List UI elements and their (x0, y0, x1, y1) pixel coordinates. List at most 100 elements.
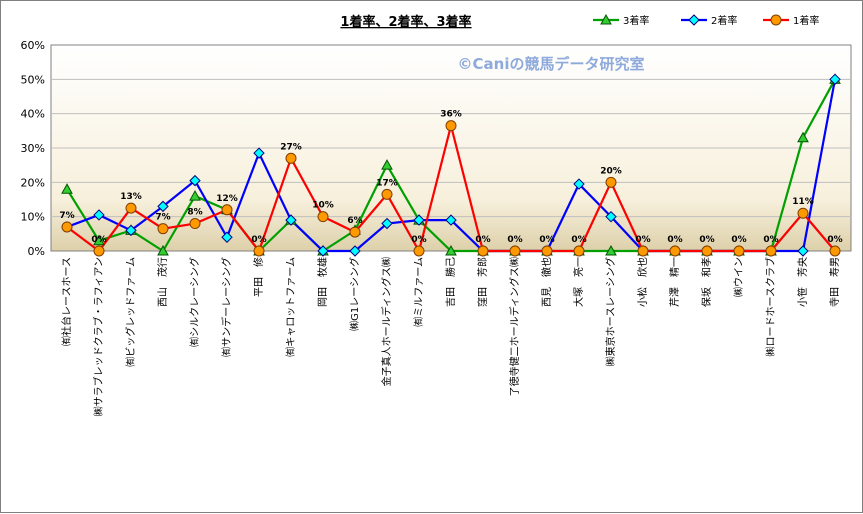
y-tick-label: 30% (21, 142, 45, 155)
data-point (797, 131, 809, 143)
category-label: ㈲ビッグレッドファーム (124, 257, 137, 367)
data-label: 7% (155, 213, 170, 223)
data-point (445, 214, 457, 226)
data-label: 0% (475, 235, 490, 245)
data-label: 0% (763, 235, 778, 245)
data-label: 0% (827, 235, 842, 245)
category-label: ㈱東京ホースレーシング (604, 257, 617, 366)
data-point (93, 234, 105, 246)
category-label: ㈲キャロットファーム (285, 257, 297, 357)
data-point (605, 210, 617, 223)
data-point (573, 178, 585, 190)
data-label: 0% (667, 235, 682, 245)
category-label: 岡田 牧雄 (316, 257, 329, 307)
data-point (349, 226, 361, 238)
category-label: ㈱G1レーシング (348, 257, 361, 331)
chart-title: 1着率、2着率、3着率 (340, 14, 471, 30)
category-label: 吉田 勝己 (444, 257, 457, 307)
data-point (605, 176, 617, 188)
data-point (413, 245, 425, 257)
data-label: 27% (280, 142, 302, 152)
category-label: ㈱ロードホースクラブ (764, 257, 777, 357)
data-label: 17% (376, 178, 398, 188)
data-label: 13% (120, 192, 142, 202)
y-tick-label: 40% (21, 108, 45, 121)
data-point (221, 204, 233, 216)
data-label: 0% (91, 235, 106, 245)
data-point (829, 245, 841, 257)
data-point (445, 244, 457, 256)
data-point (637, 245, 649, 257)
data-point (477, 245, 489, 257)
data-point (253, 147, 265, 159)
category-label: ㈱ウイン (733, 257, 745, 297)
data-label: 0% (411, 235, 426, 245)
data-point (733, 245, 745, 257)
data-point (605, 244, 617, 256)
data-point (93, 245, 105, 257)
data-point (157, 200, 169, 213)
data-point (349, 245, 361, 257)
legend-marker (688, 14, 700, 26)
data-point (797, 245, 809, 257)
legend-marker (770, 14, 782, 26)
category-label: 金子真人ホールディングス㈱ (380, 257, 393, 386)
data-label: 7% (59, 211, 74, 221)
category-label: 大塚 亮一 (572, 257, 585, 307)
data-point (61, 183, 73, 194)
data-point (381, 217, 393, 230)
data-point (285, 152, 297, 164)
data-label: 8% (187, 208, 202, 218)
data-point (541, 245, 553, 257)
data-point (125, 224, 137, 237)
y-tick-label: 50% (21, 73, 45, 86)
data-point (189, 190, 201, 201)
data-point (797, 207, 809, 219)
legend-label: 3着率 (623, 14, 649, 27)
data-label: 0% (635, 235, 650, 245)
data-point (573, 245, 585, 257)
category-label: 了徳寺健二ホールディングス㈱ (508, 257, 521, 396)
category-label: 小松 欣也 (636, 257, 649, 307)
data-label: 0% (571, 235, 586, 245)
category-label: ㈲ミルファーム (413, 257, 425, 327)
data-point (509, 245, 521, 257)
category-label: 小笹 芳央 (796, 257, 809, 307)
data-label: 0% (507, 235, 522, 245)
data-point (413, 214, 425, 226)
data-point (189, 218, 201, 230)
data-point (157, 223, 169, 235)
category-label: 芹澤 精一 (668, 257, 681, 307)
data-label: 0% (699, 235, 714, 245)
data-point (253, 245, 265, 257)
category-label: 平田 修 (252, 257, 265, 297)
y-tick-label: 0% (28, 245, 45, 258)
y-tick-label: 10% (21, 211, 45, 224)
y-tick-label: 20% (21, 176, 45, 189)
data-point (221, 231, 233, 243)
data-point (445, 120, 457, 132)
data-label: 0% (731, 235, 746, 245)
data-point (189, 174, 201, 187)
data-label: 6% (347, 216, 362, 226)
data-point (829, 73, 841, 86)
category-label: 西山 茂行 (156, 257, 169, 307)
data-label: 12% (216, 194, 238, 204)
category-label: ㈲シルクレーシング (188, 257, 201, 347)
data-label: 0% (251, 235, 266, 245)
legend-label: 1着率 (793, 14, 819, 27)
category-label: 寺田 寿男 (828, 257, 841, 307)
category-label: ㈲サンデーレーシング (220, 257, 233, 357)
data-label: 36% (440, 110, 462, 120)
category-label: ㈱サラブレッドクラブ・ラフィアン (92, 257, 105, 416)
data-label: 20% (600, 166, 622, 176)
data-point (669, 245, 681, 257)
legend-marker (600, 13, 612, 25)
legend-label: 2着率 (711, 14, 737, 27)
category-label: ㈲社台レースホース (60, 257, 73, 346)
y-tick-label: 60% (21, 39, 45, 52)
data-label: 11% (792, 197, 814, 207)
data-point (285, 214, 297, 226)
